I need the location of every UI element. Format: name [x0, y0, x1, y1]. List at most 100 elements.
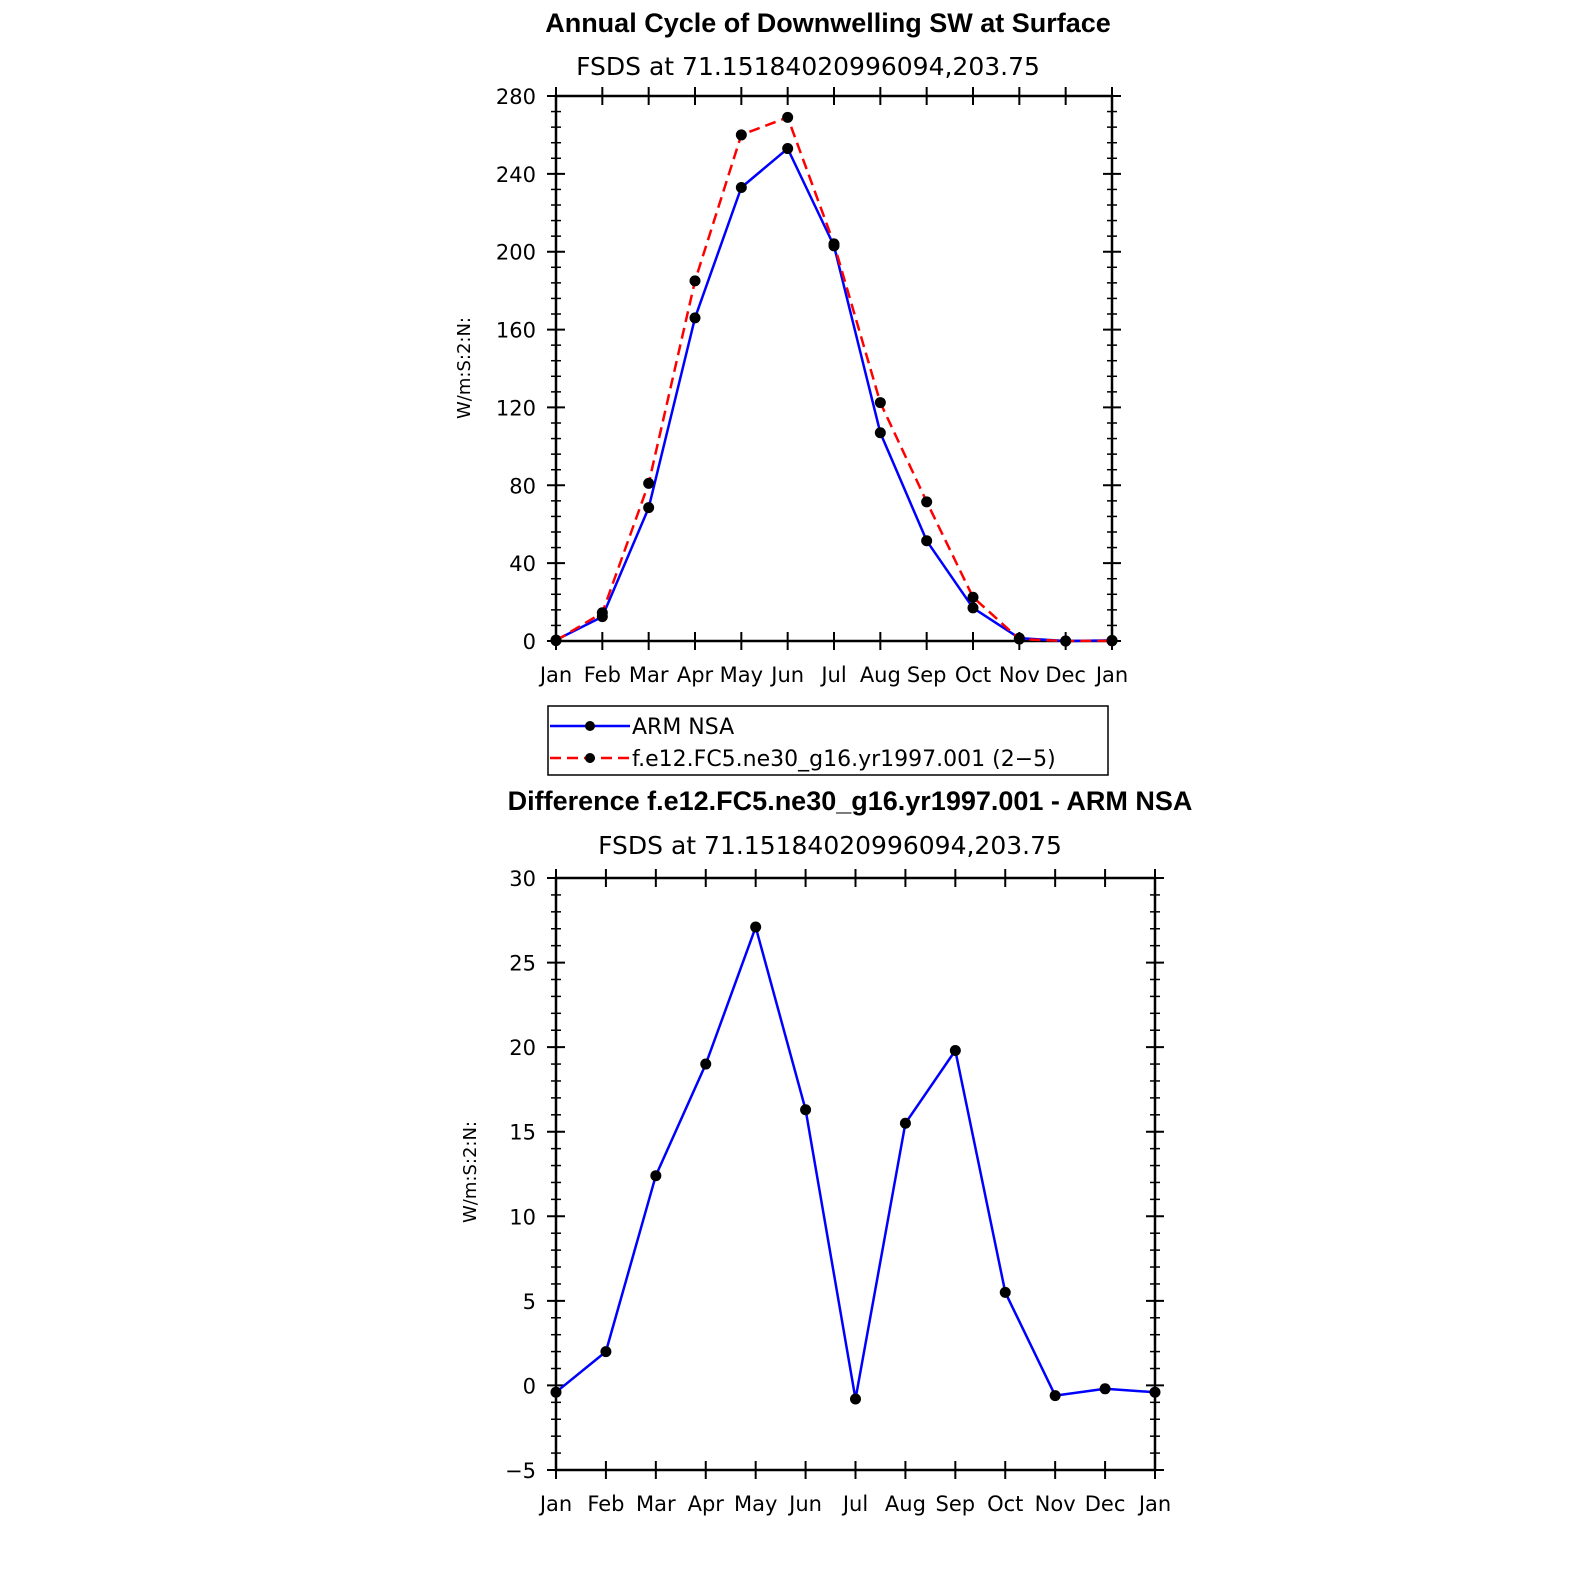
data-point [1013, 633, 1025, 645]
chart2-subtitle: FSDS at 71.15184020996094,203.75 [598, 831, 1062, 860]
y-tick-label: 0 [523, 1374, 536, 1398]
data-point [921, 535, 933, 547]
x-tick-label: Apr [677, 663, 714, 687]
data-point [850, 1393, 861, 1405]
y-tick-label: 40 [509, 552, 536, 576]
data-point [643, 477, 655, 489]
x-tick-label: Sep [936, 1492, 976, 1516]
data-point [596, 607, 608, 619]
data-point [550, 1386, 562, 1398]
data-point [949, 1045, 961, 1057]
x-tick-label: Oct [955, 663, 991, 687]
legend-marker-model [585, 753, 595, 763]
x-tick-label: Jul [841, 1492, 868, 1516]
y-tick-label: 80 [509, 474, 536, 498]
chart1-series [550, 111, 1118, 647]
chart2-title: Difference f.e12.FC5.ne30_g16.yr1997.001… [508, 786, 1193, 816]
x-tick-label: Aug [860, 663, 901, 687]
y-tick-label: −5 [505, 1459, 536, 1483]
data-point [899, 1117, 911, 1129]
data-point [967, 591, 979, 603]
y-tick-label: 240 [496, 163, 536, 187]
x-tick-label: Jun [769, 663, 804, 687]
y-tick-label: 20 [509, 1036, 536, 1060]
data-point [600, 1346, 612, 1358]
chart1-plot-frame [554, 94, 1114, 643]
x-tick-label: Mar [636, 1492, 676, 1516]
data-point [782, 143, 794, 155]
x-tick-label: Jan [538, 1492, 572, 1516]
x-tick-label: Apr [688, 1492, 725, 1516]
x-tick-label: Oct [987, 1492, 1023, 1516]
annual-cycle-chart: Annual Cycle of Downwelling SW at Surfac… [454, 8, 1128, 776]
x-tick-label: Jan [1094, 663, 1128, 687]
data-point [967, 602, 979, 614]
data-point [1106, 635, 1118, 647]
data-point [735, 181, 747, 193]
data-point [921, 496, 933, 508]
x-tick-label: May [734, 1492, 777, 1516]
x-tick-label: Dec [1045, 663, 1086, 687]
data-point [1099, 1383, 1111, 1395]
y-tick-label: 10 [509, 1205, 536, 1229]
x-tick-label: Sep [907, 663, 947, 687]
chart2-series [550, 921, 1161, 1405]
legend-box [547, 705, 1109, 776]
chart2-y-tick-labels: −5 0 5 10 15 20 25 30 [505, 867, 536, 1483]
data-point [550, 635, 562, 647]
chart1-legend: ARM NSA f.e12.FC5.ne30_g16.yr1997.001 (2… [547, 705, 1109, 776]
x-tick-label: Nov [999, 663, 1040, 687]
x-tick-label: Aug [885, 1492, 926, 1516]
y-tick-label: 5 [523, 1290, 536, 1314]
data-point [828, 238, 840, 250]
x-tick-label: Dec [1085, 1492, 1126, 1516]
y-tick-label: 15 [509, 1121, 536, 1145]
data-point [689, 312, 701, 324]
x-tick-label: Jul [819, 663, 846, 687]
y-tick-label: 25 [509, 952, 536, 976]
x-tick-label: Mar [629, 663, 669, 687]
data-point [643, 502, 655, 514]
chart2-y-axis-label: W/m:S:2:N: [460, 1121, 481, 1223]
chart2-x-tick-labels: Jan Feb Mar Apr May Jun Jul Aug Sep Oct Nov Dec Jan [538, 1492, 1171, 1516]
y-tick-label: 120 [496, 396, 536, 420]
legend-label-arm-nsa: ARM NSA [632, 715, 734, 740]
chart2-plot-frame [554, 876, 1157, 1472]
data-point [689, 275, 701, 287]
chart1-y-tick-labels: 0 40 80 120 160 200 240 280 [496, 85, 536, 654]
legend-label-model: f.e12.FC5.ne30_g16.yr1997.001 (2−5) [632, 747, 1056, 772]
chart2-ticks [547, 869, 1164, 1479]
data-point [700, 1058, 712, 1070]
data-point [1049, 1390, 1061, 1402]
series-line [555, 116, 1113, 643]
data-point [650, 1170, 662, 1182]
data-point [782, 111, 794, 123]
y-tick-label: 200 [496, 241, 536, 265]
data-point [750, 921, 762, 933]
x-tick-label: Jan [538, 663, 572, 687]
chart1-subtitle: FSDS at 71.15184020996094,203.75 [576, 52, 1040, 81]
data-point [999, 1286, 1011, 1298]
data-point [874, 397, 886, 409]
data-point [1060, 635, 1072, 647]
series-line [555, 147, 1113, 643]
chart1-title: Annual Cycle of Downwelling SW at Surfac… [545, 8, 1111, 38]
x-tick-label: May [720, 663, 763, 687]
series-line [555, 925, 1156, 1401]
data-point [735, 129, 747, 141]
legend-marker-arm-nsa [585, 721, 595, 731]
x-tick-label: Jun [787, 1492, 822, 1516]
y-tick-label: 280 [496, 85, 536, 109]
y-tick-label: 0 [523, 630, 536, 654]
data-point [800, 1104, 812, 1116]
difference-chart: Difference f.e12.FC5.ne30_g16.yr1997.001… [460, 786, 1192, 1516]
chart1-y-axis-label: W/m:S:2:N: [454, 317, 475, 419]
chart1-ticks [547, 87, 1121, 650]
chart1-x-tick-labels: Jan Feb Mar Apr May Jun Jul Aug Sep Oct Nov Dec Jan [538, 663, 1128, 687]
y-tick-label: 160 [496, 319, 536, 343]
x-tick-label: Feb [584, 663, 621, 687]
x-tick-label: Nov [1035, 1492, 1076, 1516]
x-tick-label: Feb [587, 1492, 624, 1516]
data-point [1149, 1386, 1161, 1398]
